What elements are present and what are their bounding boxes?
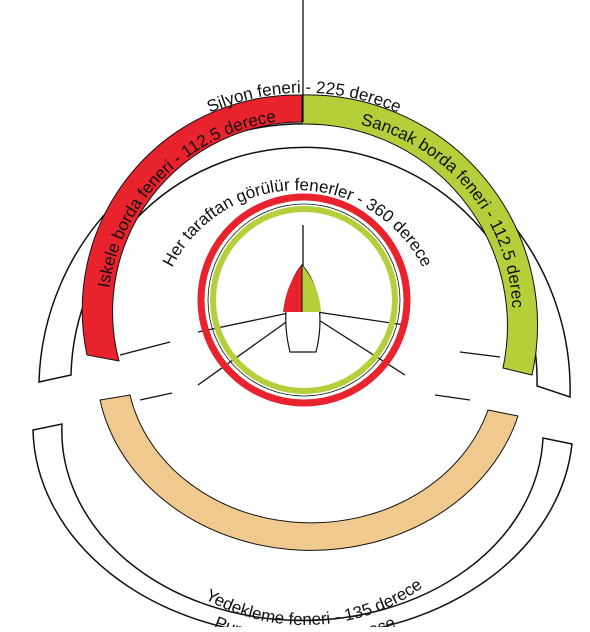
vessel-port-bow xyxy=(283,265,302,312)
allround-ring-outline xyxy=(207,203,401,397)
starboard-sector xyxy=(301,94,539,376)
allround-outer-ring xyxy=(197,193,411,407)
vessel-starboard-bow xyxy=(302,265,321,312)
towing-sector xyxy=(99,394,519,551)
allround-inner-ring xyxy=(210,206,398,394)
stern-sector xyxy=(32,423,573,632)
